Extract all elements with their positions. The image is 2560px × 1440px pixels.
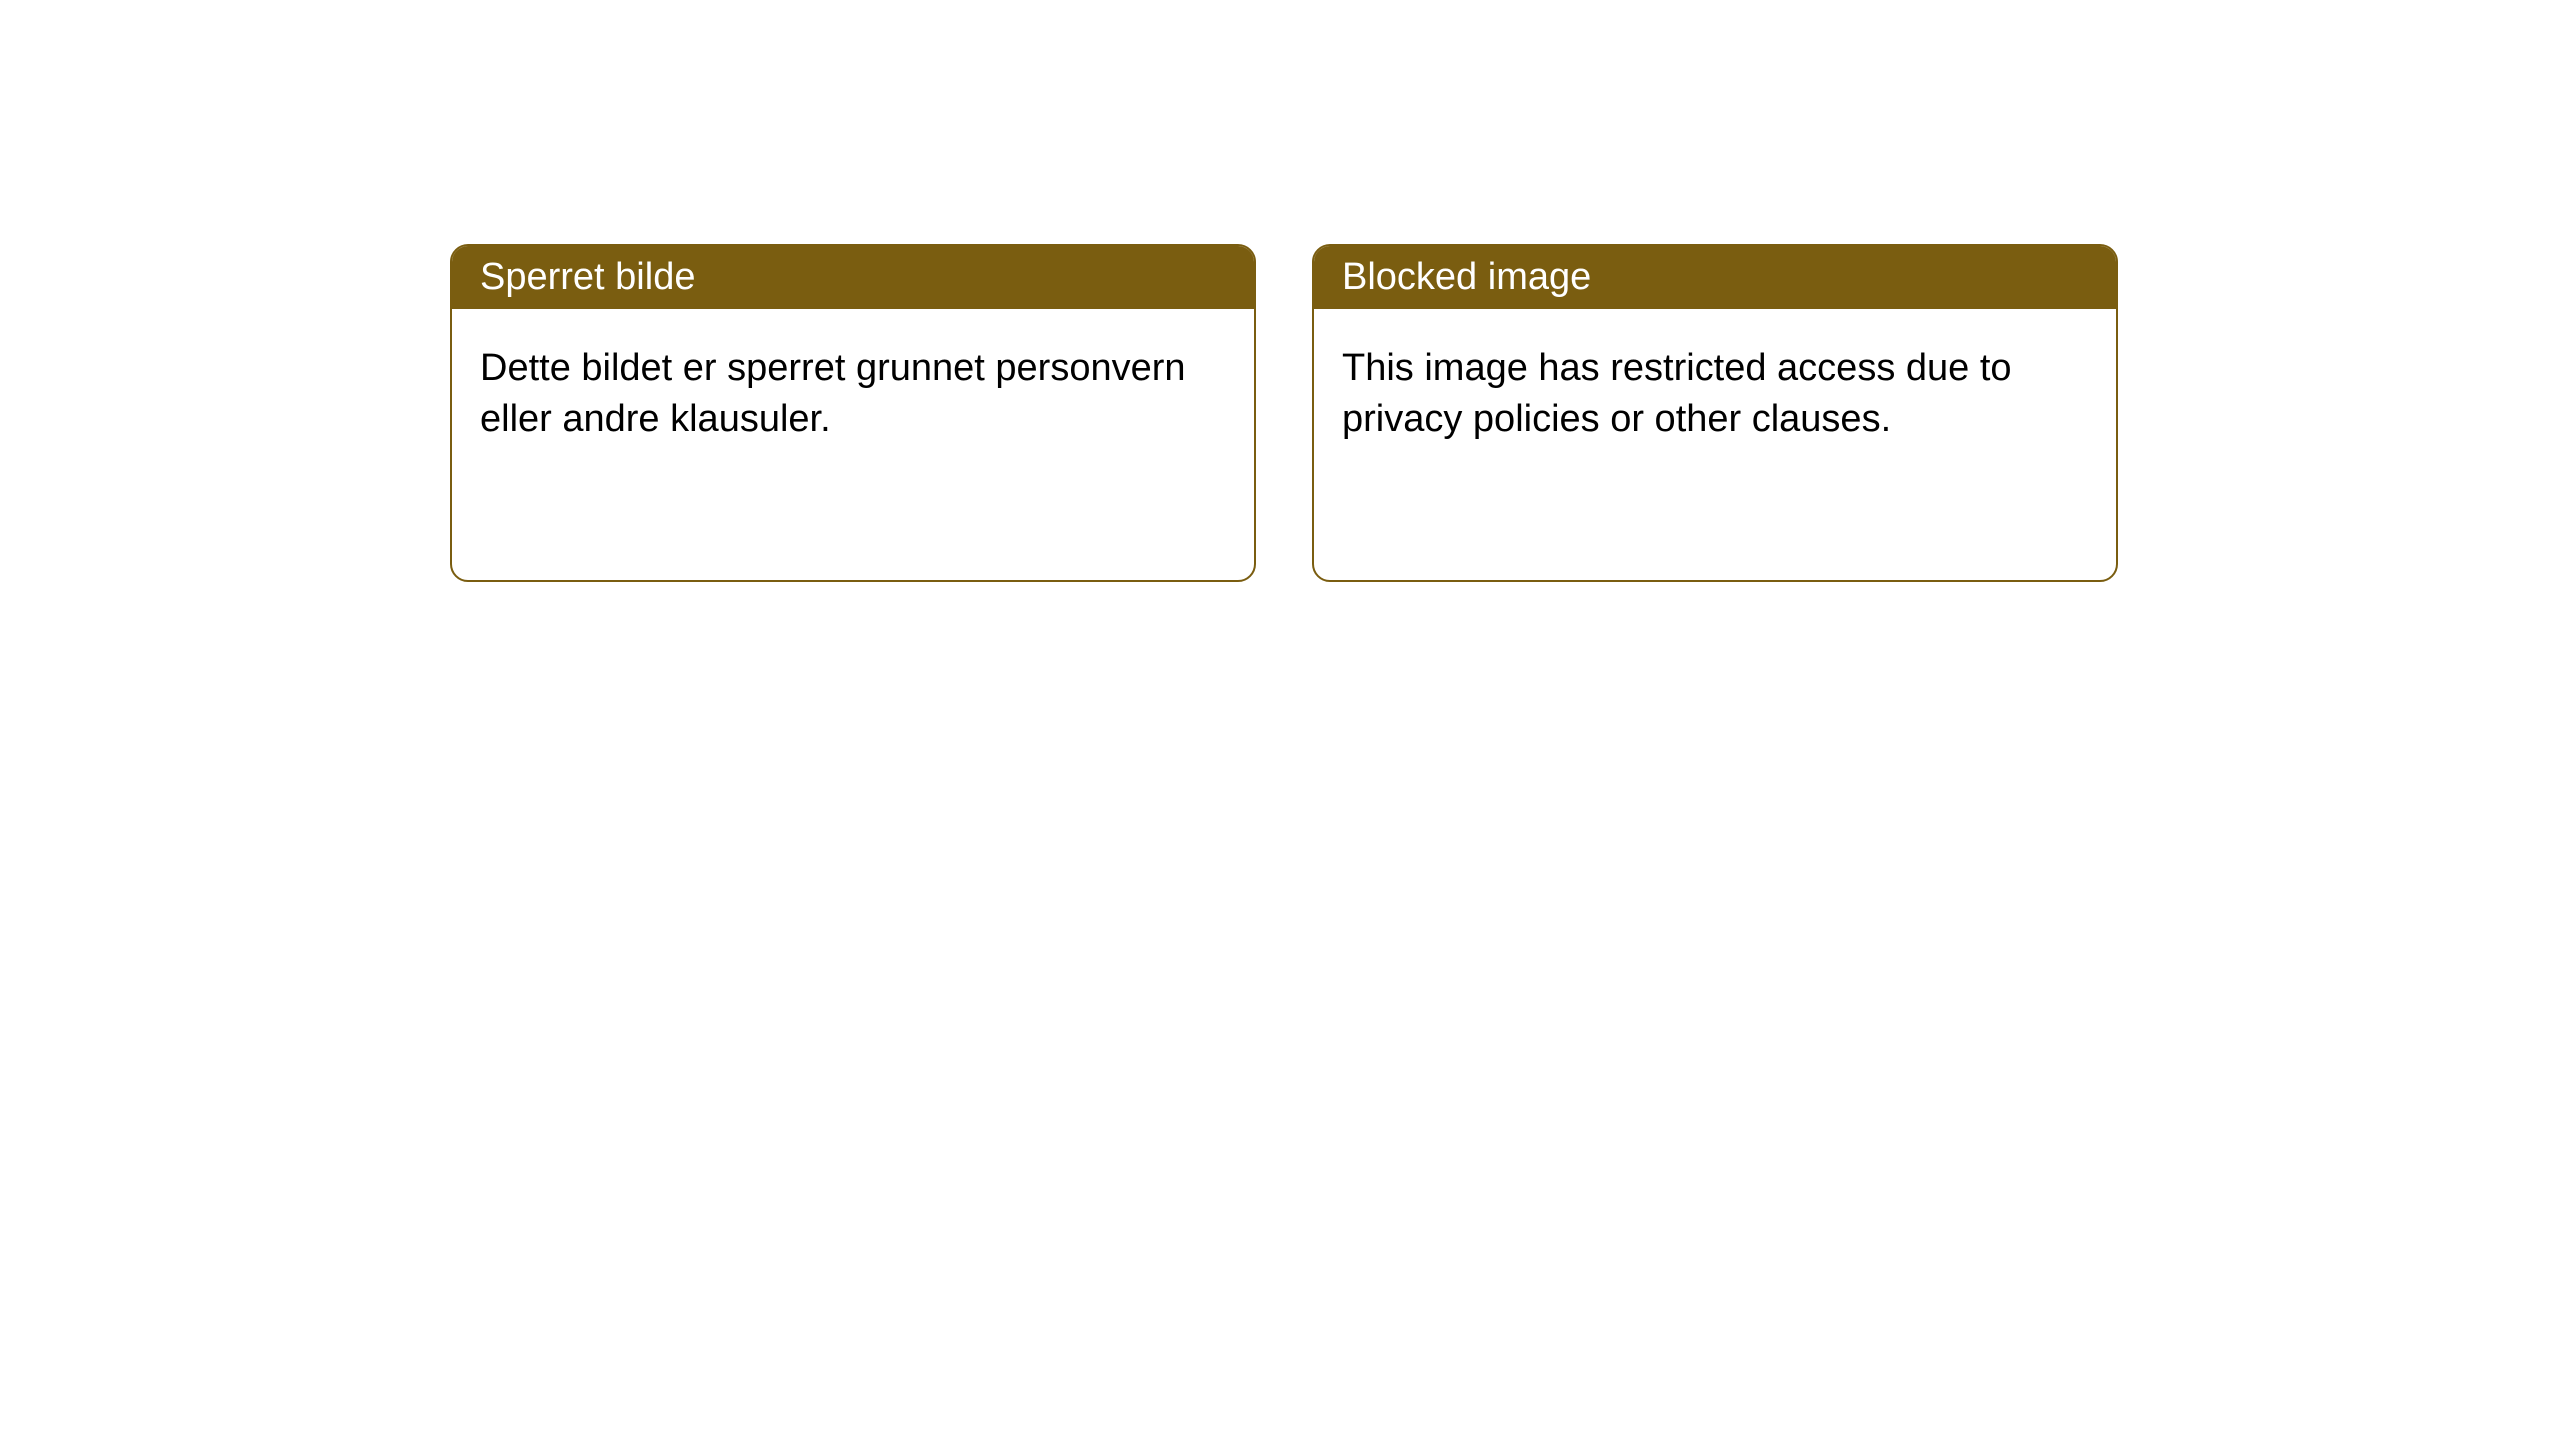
notice-card-english: Blocked image This image has restricted … [1312, 244, 2118, 582]
notice-container: Sperret bilde Dette bildet er sperret gr… [450, 244, 2118, 582]
notice-title-english: Blocked image [1342, 256, 1591, 298]
notice-text-norwegian: Dette bildet er sperret grunnet personve… [480, 347, 1186, 440]
notice-title-norwegian: Sperret bilde [480, 256, 695, 298]
notice-header-english: Blocked image [1314, 246, 2116, 309]
notice-body-english: This image has restricted access due to … [1314, 309, 2116, 480]
notice-card-norwegian: Sperret bilde Dette bildet er sperret gr… [450, 244, 1256, 582]
notice-header-norwegian: Sperret bilde [452, 246, 1254, 309]
notice-text-english: This image has restricted access due to … [1342, 347, 2012, 440]
notice-body-norwegian: Dette bildet er sperret grunnet personve… [452, 309, 1254, 480]
